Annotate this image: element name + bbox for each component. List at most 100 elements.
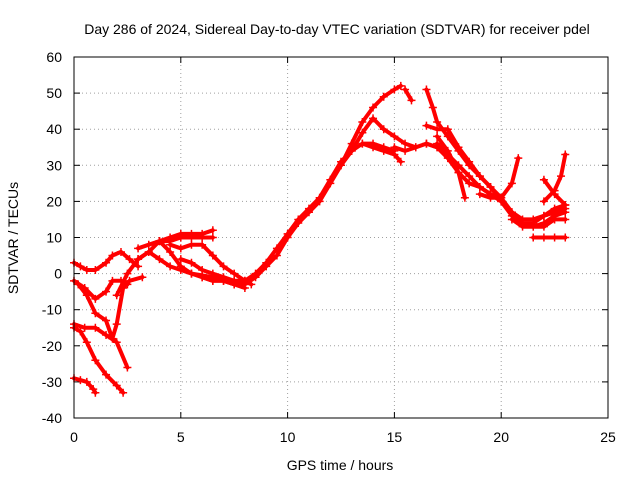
y-tick-label: 30 <box>46 157 62 173</box>
data-point <box>102 316 111 325</box>
data-point <box>539 175 548 184</box>
data-point <box>82 377 91 386</box>
series-track-14 <box>337 114 420 170</box>
data-point <box>112 320 121 329</box>
y-tick-label: 20 <box>46 193 62 209</box>
y-tick-label: -30 <box>42 374 62 390</box>
data-point <box>176 255 185 264</box>
data-point <box>369 103 378 112</box>
data-point <box>358 139 367 148</box>
series-track-24 <box>507 215 570 231</box>
data-point <box>390 132 399 141</box>
data-point <box>112 381 121 390</box>
data-point <box>390 150 399 159</box>
data-point <box>539 222 548 231</box>
data-point <box>108 251 117 260</box>
series-track-15 <box>358 139 405 166</box>
data-point <box>125 276 134 285</box>
y-tick-label: 60 <box>46 49 62 65</box>
data-point <box>550 190 559 199</box>
data-point <box>187 233 196 242</box>
x-tick-label: 15 <box>387 429 403 445</box>
ticks: 0 5 10 15 20 25 -40 -30 -20 -10 0 10 20 30 40 50 60 <box>42 49 616 445</box>
data-point <box>91 309 100 318</box>
data-point <box>134 244 143 253</box>
plot-frame <box>73 56 609 419</box>
data-point <box>396 157 405 166</box>
data-point <box>428 103 437 112</box>
data-point <box>407 96 416 105</box>
series-line <box>403 87 414 103</box>
data-point <box>91 265 100 274</box>
data-point <box>369 143 378 152</box>
data-point <box>497 193 506 202</box>
data-point <box>507 215 516 224</box>
data-point <box>102 370 111 379</box>
data-point <box>304 204 313 213</box>
data-point <box>454 168 463 177</box>
data-point <box>550 215 559 224</box>
y-tick-label: 0 <box>54 266 62 282</box>
data-point <box>358 128 367 137</box>
data-point <box>176 233 185 242</box>
data-point <box>251 269 260 278</box>
x-axis-label: GPS time / hours <box>287 457 394 473</box>
series-line <box>541 152 568 204</box>
data-point <box>411 143 420 152</box>
data-point <box>401 85 410 94</box>
data-point <box>166 262 175 271</box>
data-point <box>82 265 91 274</box>
data-point <box>561 150 570 159</box>
data-point <box>443 146 452 155</box>
data-point <box>208 276 217 285</box>
data-point <box>108 334 117 343</box>
data-point <box>176 262 185 271</box>
data-point <box>198 273 207 282</box>
data-point <box>91 294 100 303</box>
data-point <box>76 327 85 336</box>
y-tick-label: 50 <box>46 85 62 101</box>
data-point <box>208 226 217 235</box>
data-point <box>262 258 271 267</box>
series-track-23 <box>475 154 523 202</box>
data-point <box>443 125 452 134</box>
data-point <box>230 269 239 278</box>
data-point <box>433 132 442 141</box>
x-tick-label: 25 <box>600 429 616 445</box>
series-track-6 <box>74 273 147 343</box>
data-point <box>401 139 410 148</box>
data-point <box>433 125 442 134</box>
data-point <box>198 240 207 249</box>
data-point <box>208 233 217 242</box>
data-point <box>561 215 570 224</box>
y-tick-label: -10 <box>42 302 62 318</box>
data-point <box>347 146 356 155</box>
data-point <box>326 175 335 184</box>
data-point <box>283 229 292 238</box>
data-point <box>240 276 249 285</box>
data-point <box>396 81 405 90</box>
series-track-13 <box>198 139 399 289</box>
grid <box>74 57 608 418</box>
y-tick-label: 40 <box>46 121 62 137</box>
data-point <box>272 244 281 253</box>
data-point <box>294 215 303 224</box>
data-point <box>91 388 100 397</box>
data-point <box>379 92 388 101</box>
data-point <box>82 338 91 347</box>
series-line <box>200 141 397 287</box>
data-point <box>76 262 85 271</box>
data-point <box>379 125 388 134</box>
data-point <box>539 211 548 220</box>
data-point <box>401 146 410 155</box>
data-point <box>486 182 495 191</box>
data-point <box>138 273 147 282</box>
data-point <box>176 244 185 253</box>
data-point <box>74 280 83 289</box>
data-point <box>486 193 495 202</box>
data-point <box>91 323 100 332</box>
data-point <box>198 233 207 242</box>
series-track-25 <box>529 233 570 242</box>
data-point <box>144 240 153 249</box>
data-point <box>102 287 111 296</box>
